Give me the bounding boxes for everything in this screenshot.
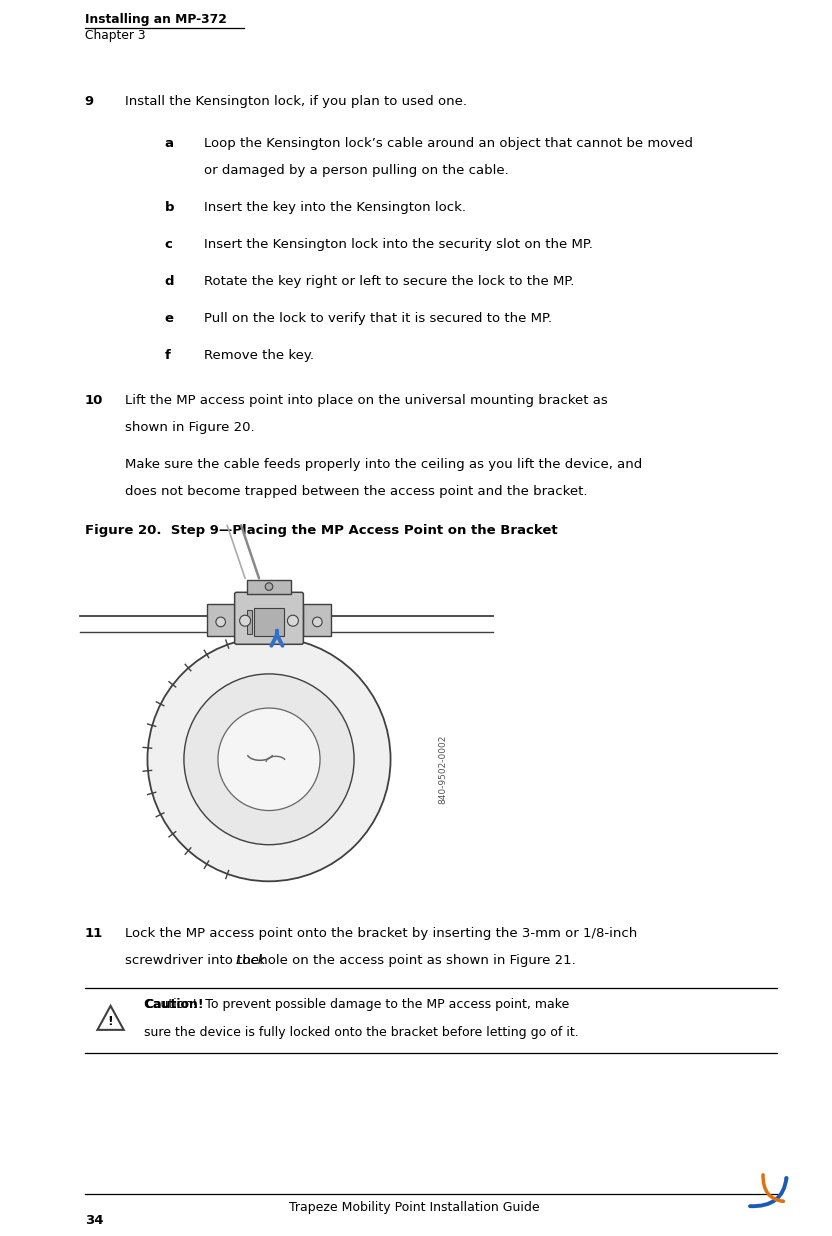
Text: d: d: [165, 276, 174, 288]
Circle shape: [287, 616, 299, 627]
Text: 9: 9: [85, 95, 94, 108]
Bar: [246, 580, 291, 595]
Text: Lock: Lock: [235, 954, 265, 967]
Text: Trapeze Mobility Point Installation Guide: Trapeze Mobility Point Installation Guid…: [290, 1201, 540, 1214]
Text: hole on the access point as shown in Figure 21.: hole on the access point as shown in Fig…: [255, 954, 575, 967]
FancyBboxPatch shape: [235, 592, 304, 644]
Text: 10: 10: [85, 394, 103, 408]
FancyArrowPatch shape: [763, 1174, 783, 1201]
Circle shape: [184, 674, 354, 844]
Circle shape: [218, 708, 320, 811]
Text: Lock the MP access point onto the bracket by inserting the 3-mm or 1/8-inch: Lock the MP access point onto the bracke…: [125, 927, 636, 941]
Text: Remove the key.: Remove the key.: [204, 350, 314, 362]
Text: 840-9502-0002: 840-9502-0002: [438, 734, 448, 803]
Text: Insert the key into the Kensington lock.: Insert the key into the Kensington lock.: [204, 201, 466, 214]
Circle shape: [240, 616, 250, 627]
Circle shape: [313, 617, 322, 627]
Text: Caution!  To prevent possible damage to the MP access point, make: Caution! To prevent possible damage to t…: [145, 999, 570, 1011]
Text: does not become trapped between the access point and the bracket.: does not become trapped between the acce…: [125, 485, 587, 498]
Circle shape: [215, 617, 225, 627]
Bar: [254, 608, 284, 637]
Bar: [246, 611, 252, 634]
Text: or damaged by a person pulling on the cable.: or damaged by a person pulling on the ca…: [204, 164, 509, 177]
Text: sure the device is fully locked onto the bracket before letting go of it.: sure the device is fully locked onto the…: [145, 1026, 579, 1039]
Text: screwdriver into the: screwdriver into the: [125, 954, 263, 967]
Text: Pull on the lock to verify that it is secured to the MP.: Pull on the lock to verify that it is se…: [204, 313, 552, 325]
Text: Install the Kensington lock, if you plan to used one.: Install the Kensington lock, if you plan…: [125, 95, 467, 108]
Text: Chapter 3: Chapter 3: [85, 28, 146, 42]
Text: 34: 34: [85, 1214, 103, 1227]
Circle shape: [265, 583, 273, 591]
Text: Caution!: Caution!: [145, 999, 204, 1011]
Text: a: a: [165, 137, 173, 151]
Text: shown in Figure 20.: shown in Figure 20.: [125, 421, 254, 434]
Text: f: f: [165, 350, 171, 362]
Circle shape: [147, 638, 390, 881]
FancyArrowPatch shape: [750, 1178, 786, 1206]
Text: e: e: [165, 313, 173, 325]
Text: Make sure the cable feeds properly into the ceiling as you lift the device, and: Make sure the cable feeds properly into …: [125, 459, 641, 471]
Text: b: b: [165, 201, 174, 214]
Text: Loop the Kensington lock’s cable around an object that cannot be moved: Loop the Kensington lock’s cable around …: [204, 137, 693, 151]
Bar: [304, 604, 331, 635]
Bar: [206, 604, 235, 635]
Text: 11: 11: [85, 927, 103, 941]
Text: !: !: [107, 1015, 113, 1028]
Text: Lift the MP access point into place on the universal mounting bracket as: Lift the MP access point into place on t…: [125, 394, 607, 408]
Text: Insert the Kensington lock into the security slot on the MP.: Insert the Kensington lock into the secu…: [204, 239, 593, 251]
Text: Figure 20.  Step 9—Placing the MP Access Point on the Bracket: Figure 20. Step 9—Placing the MP Access …: [85, 524, 557, 538]
Text: c: c: [165, 239, 172, 251]
Text: Rotate the key right or left to secure the lock to the MP.: Rotate the key right or left to secure t…: [204, 276, 575, 288]
Text: Installing an MP-372: Installing an MP-372: [85, 14, 226, 26]
